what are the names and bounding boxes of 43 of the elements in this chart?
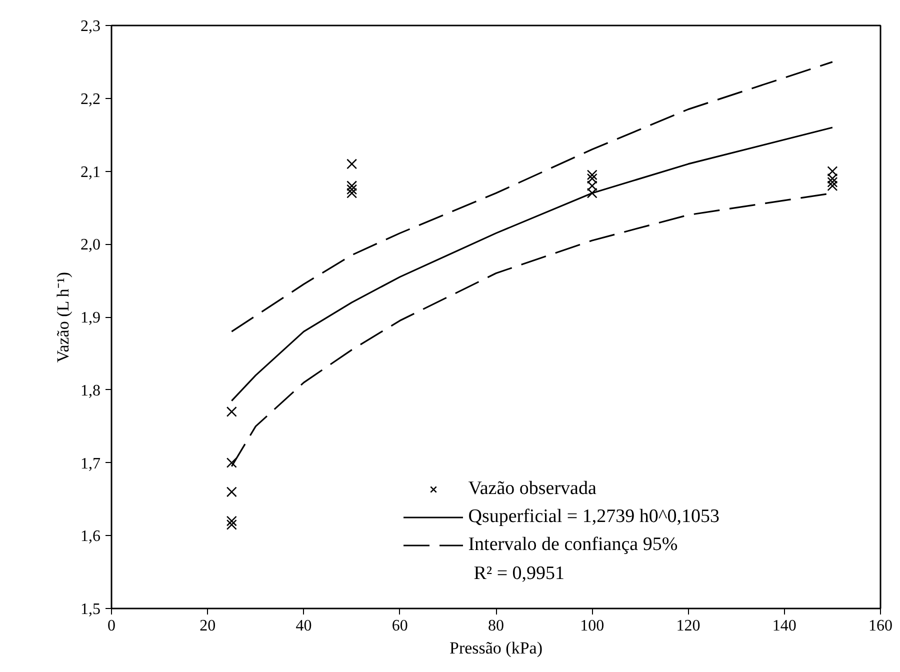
point	[226, 486, 237, 498]
point	[827, 166, 838, 176]
x-tick-label: 140	[772, 618, 796, 634]
point	[586, 170, 598, 180]
x-tick-label: 40	[296, 618, 312, 634]
y-tick-label: 1,7	[80, 455, 100, 472]
line-series	[230, 126, 834, 402]
point	[346, 184, 358, 195]
x-axis-title: Pressão (kPa)	[449, 638, 543, 658]
x-tick-label: 60	[392, 618, 408, 634]
y-tick-label: 2,3	[80, 18, 100, 35]
legend-label: Vazão observada	[468, 478, 596, 500]
point	[346, 180, 358, 192]
legend-label: Qsuperficial = 1,2739 h0^0,1053	[468, 506, 720, 528]
y-tick-label: 1,9	[80, 310, 100, 326]
x-tick-label: 80	[488, 618, 504, 634]
legend-label: Intervalo de confiança 95%	[468, 534, 678, 556]
x-tick-label: 160	[868, 618, 892, 634]
y-tick-label: 2,2	[80, 90, 100, 108]
point	[827, 180, 838, 192]
x-tick-label: 20	[200, 618, 216, 634]
y-tick-label: 2,0	[80, 236, 100, 254]
x-tick-label: 100	[580, 618, 604, 634]
line-series	[230, 61, 834, 332]
y-tick-label: 2,1	[80, 164, 100, 181]
point	[226, 458, 237, 468]
point	[226, 516, 237, 526]
point	[586, 188, 598, 198]
y-tick-label: 1,5	[80, 601, 100, 618]
x-tick-label: 120	[676, 618, 700, 634]
point	[827, 173, 838, 184]
y-tick-label: 1,8	[80, 382, 100, 400]
point	[226, 519, 237, 530]
point	[226, 406, 237, 417]
point	[346, 158, 358, 170]
y-axis-title: Vazão (L h⁻¹)	[54, 272, 72, 363]
point	[346, 188, 358, 198]
point	[827, 176, 838, 188]
point	[586, 180, 598, 192]
y-tick-label: 1,6	[80, 528, 100, 546]
point	[586, 173, 598, 184]
x-tick-label: 0	[108, 618, 116, 634]
annotation: R² = 0,9951	[474, 563, 565, 584]
